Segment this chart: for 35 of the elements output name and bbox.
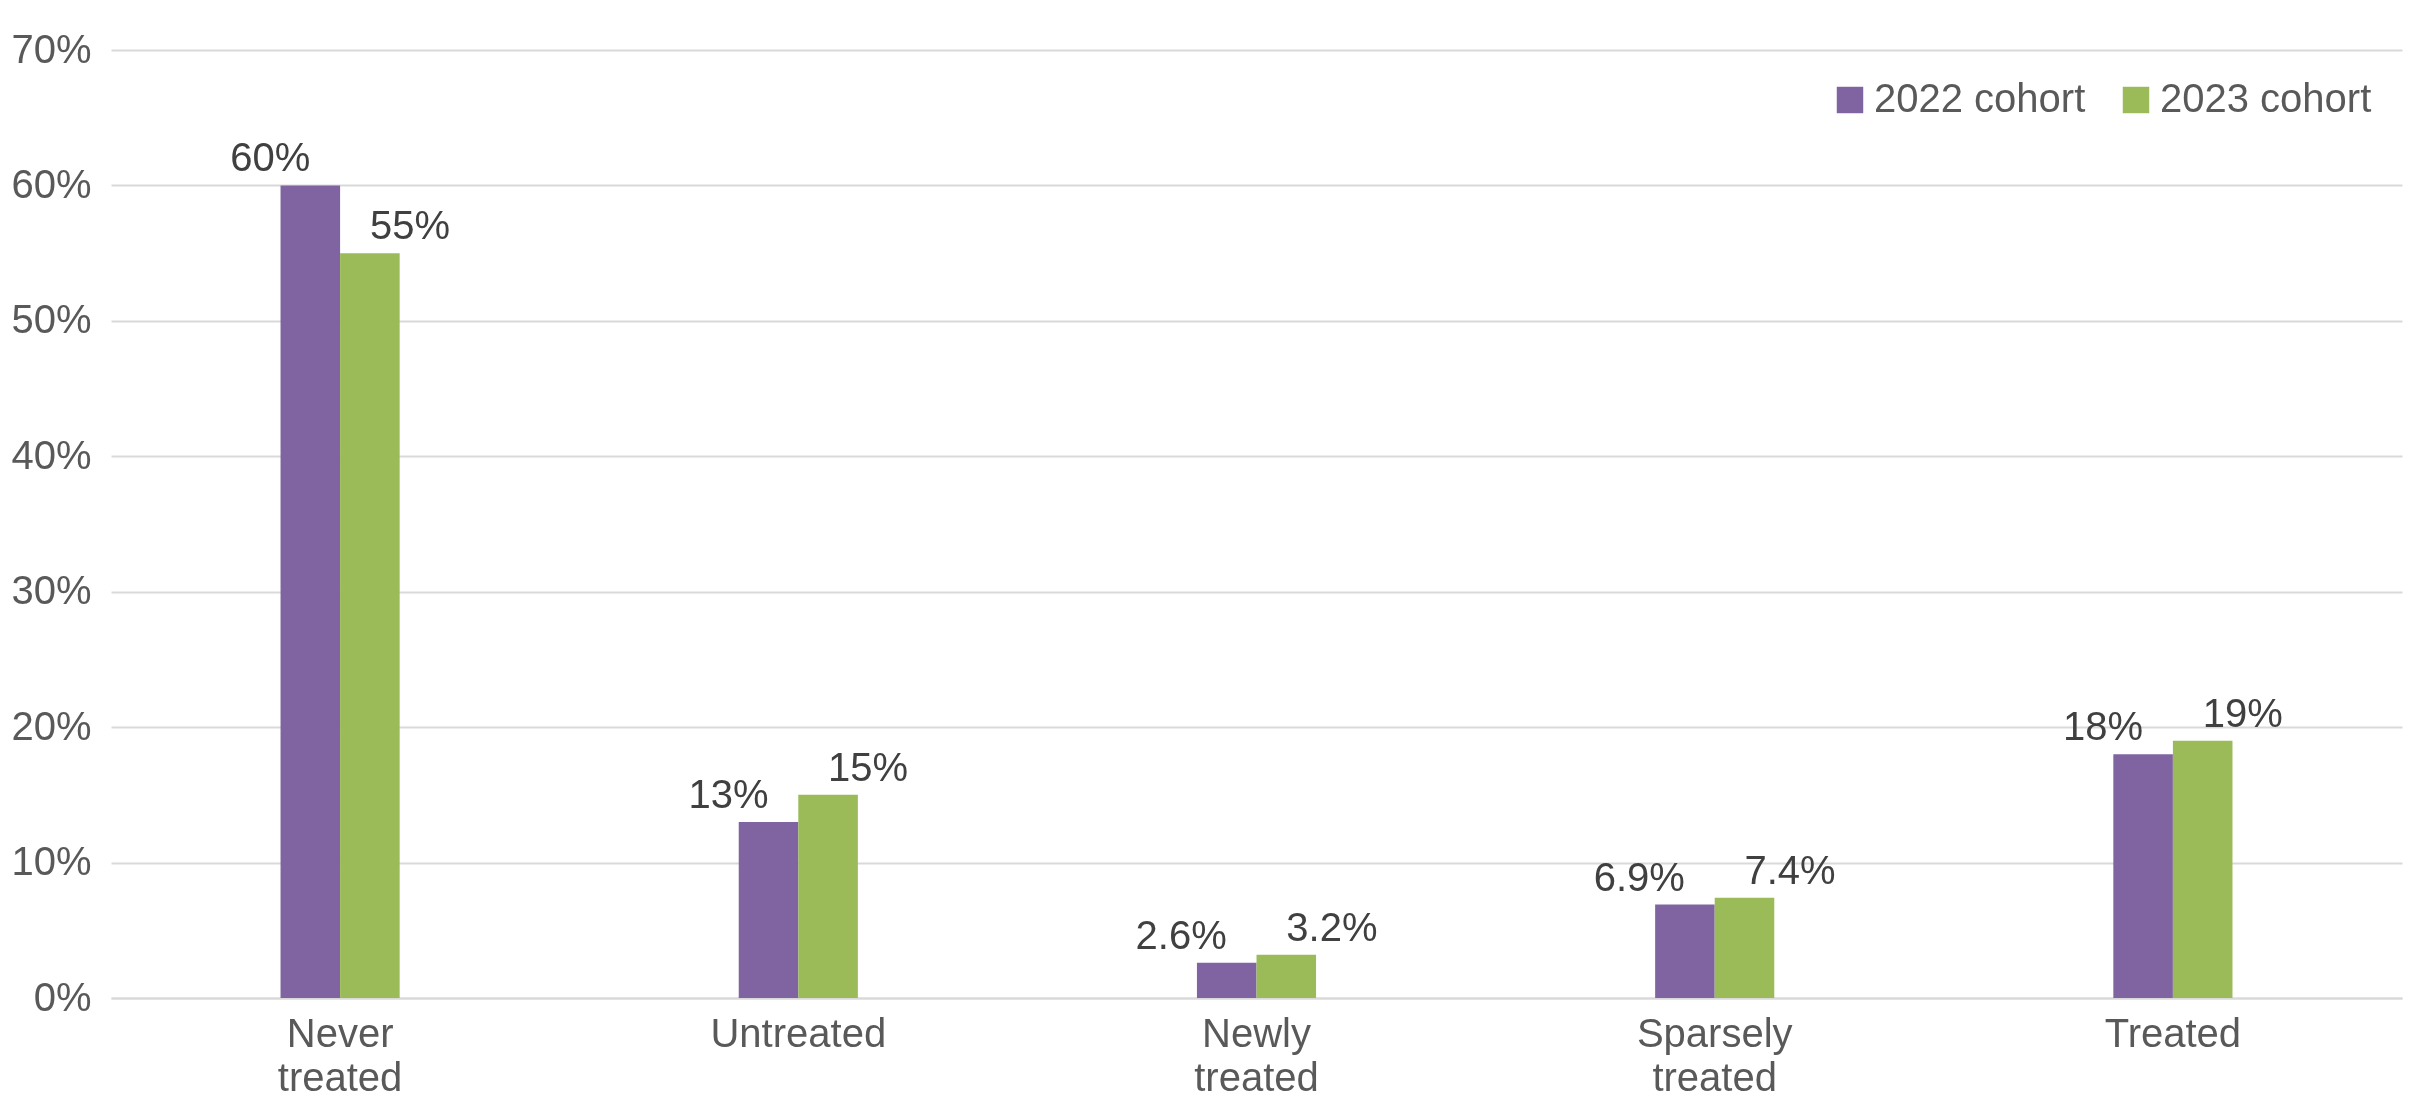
bar (1256, 954, 1317, 998)
y-tick-label: 60% (11, 161, 92, 206)
bar (2172, 740, 2233, 998)
data-label: 15% (828, 744, 909, 789)
bar (1196, 962, 1257, 998)
data-label: 13% (688, 771, 769, 816)
data-label: 18% (2063, 704, 2144, 749)
x-tick-label: Sparsely treated (1636, 1010, 1793, 1099)
bar (340, 253, 400, 998)
y-tick-label: 50% (11, 297, 92, 342)
y-tick-label: 0% (33, 974, 92, 1019)
bar (1714, 897, 1775, 998)
data-label: 3.2% (1286, 904, 1378, 949)
x-tick-label: Newly treated (1194, 1010, 1319, 1099)
bar (1655, 904, 1715, 998)
y-tick-label: 70% (11, 26, 92, 71)
data-label: 55% (369, 203, 450, 248)
data-label: 6.9% (1593, 854, 1685, 899)
bar (738, 821, 799, 998)
x-tick-label: Untreated (710, 1010, 887, 1055)
y-tick-label: 10% (11, 839, 92, 884)
data-label: 60% (230, 135, 311, 180)
bar (280, 185, 341, 998)
y-tick-label: 20% (11, 703, 92, 748)
x-tick-label: Treated (2104, 1010, 2242, 1055)
bar (798, 794, 858, 998)
data-label: 19% (2202, 690, 2283, 735)
legend-label: 2022 cohort (1874, 76, 2086, 120)
data-label: 2.6% (1135, 912, 1227, 957)
legend-label: 2023 cohort (2160, 76, 2372, 120)
y-tick-label: 40% (11, 432, 92, 477)
data-label: 7.4% (1744, 847, 1836, 892)
y-tick-label: 30% (11, 568, 92, 613)
x-tick-label: Never treated (277, 1010, 403, 1099)
bar (2113, 754, 2173, 998)
